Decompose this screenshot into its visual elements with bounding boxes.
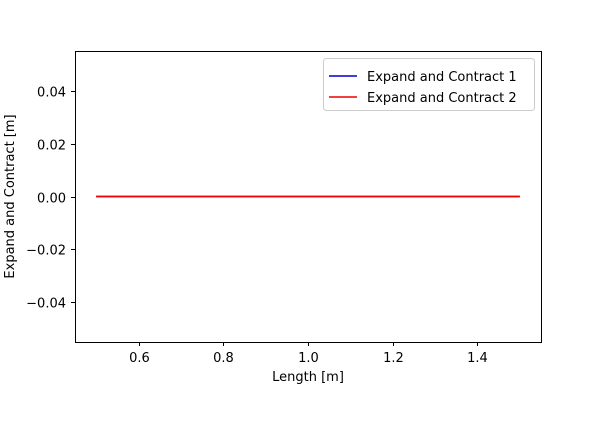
y-tick-label: −0.02 xyxy=(26,244,66,259)
legend-box xyxy=(323,58,535,111)
x-tick-label: 1.0 xyxy=(298,351,319,366)
y-axis-label: Expand and Contract [m] xyxy=(3,114,18,278)
y-tick-label: 0.02 xyxy=(37,139,66,154)
legend: Expand and Contract 1 Expand and Contract… xyxy=(323,58,535,111)
y-axis-ticks: 0.04 0.02 0.00 −0.02 −0.04 xyxy=(26,86,75,312)
x-axis-label: Length [m] xyxy=(272,370,344,385)
y-tick-label: 0.00 xyxy=(37,192,66,207)
legend-label-2: Expand and Contract 2 xyxy=(367,91,517,106)
legend-label-1: Expand and Contract 1 xyxy=(367,70,517,85)
y-tick-label: −0.04 xyxy=(26,297,66,312)
x-tick-label: 1.4 xyxy=(467,351,488,366)
y-tick-label: 0.04 xyxy=(37,86,66,101)
x-tick-label: 0.8 xyxy=(213,351,234,366)
x-tick-label: 1.2 xyxy=(383,351,404,366)
x-tick-label: 0.6 xyxy=(129,351,150,366)
x-axis-ticks: 0.6 0.8 1.0 1.2 1.4 xyxy=(129,342,488,366)
